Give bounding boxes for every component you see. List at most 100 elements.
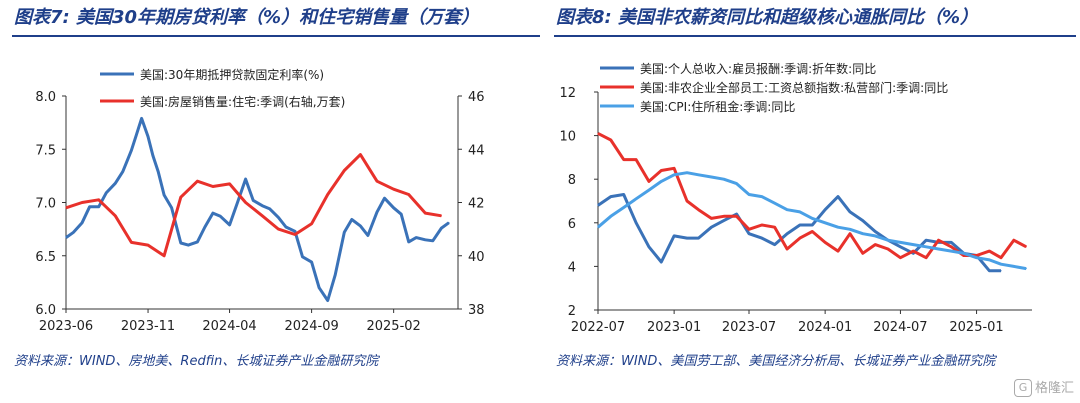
data-point xyxy=(383,197,386,199)
legend-label: 美国:CPI:住所租金:季调:同比 xyxy=(640,99,795,114)
data-point xyxy=(950,241,952,244)
data-point xyxy=(925,239,927,241)
data-point xyxy=(723,215,725,217)
x-tick-label: 2025-01 xyxy=(949,320,1003,335)
right-chart-title: 图表8: 美国非农薪资同比和超级核心通胀同比（%） xyxy=(556,7,979,28)
data-point xyxy=(673,235,675,237)
data-point xyxy=(597,132,599,135)
data-point xyxy=(147,244,149,246)
series-line xyxy=(65,153,442,258)
data-point xyxy=(318,287,320,289)
data-point xyxy=(152,155,154,157)
data-point xyxy=(648,180,650,182)
data-point xyxy=(937,239,940,241)
data-point xyxy=(294,230,296,232)
data-point xyxy=(862,220,864,222)
data-point xyxy=(245,201,247,204)
data-point xyxy=(912,250,914,252)
data-point xyxy=(697,209,700,211)
data-point xyxy=(1000,257,1002,259)
data-point xyxy=(799,211,801,213)
data-point xyxy=(1013,265,1015,267)
y-tick-label: 7.5 xyxy=(35,143,56,158)
data-point xyxy=(610,215,612,217)
data-point xyxy=(849,233,851,235)
data-point xyxy=(686,172,688,174)
data-point xyxy=(376,180,378,182)
data-point xyxy=(212,185,214,188)
data-point xyxy=(359,153,362,156)
y-tick-label: 8.0 xyxy=(35,90,56,105)
y2-tick-label: 38 xyxy=(468,303,485,318)
data-point xyxy=(837,250,839,252)
data-point xyxy=(196,180,198,182)
data-point xyxy=(748,193,750,196)
data-point xyxy=(862,252,864,254)
data-point xyxy=(874,230,876,233)
data-point xyxy=(351,218,353,221)
data-point xyxy=(660,261,662,263)
series-line xyxy=(65,116,450,302)
series-line xyxy=(597,171,1027,271)
data-point xyxy=(963,254,965,257)
y2-tick-label: 40 xyxy=(468,250,485,265)
data-point xyxy=(122,171,124,173)
data-point xyxy=(786,248,788,250)
data-point xyxy=(327,299,329,302)
data-point xyxy=(65,237,67,239)
data-point xyxy=(163,255,165,257)
series-line xyxy=(597,193,1001,273)
data-point xyxy=(393,207,395,209)
data-point xyxy=(597,226,599,228)
y2-tick-label: 42 xyxy=(468,197,485,212)
watermark-icon: G xyxy=(1013,379,1032,397)
data-point xyxy=(196,241,198,243)
x-tick-label: 2025-02 xyxy=(366,319,420,334)
data-point xyxy=(623,193,625,196)
data-point xyxy=(623,206,625,209)
data-point xyxy=(147,135,149,138)
data-point xyxy=(400,213,402,215)
data-point xyxy=(899,257,902,259)
data-point xyxy=(327,193,329,196)
data-point xyxy=(874,235,876,237)
y-tick-label: 2 xyxy=(568,304,576,319)
data-point xyxy=(440,227,442,229)
data-point xyxy=(269,208,271,210)
data-point xyxy=(1025,246,1027,248)
data-point xyxy=(311,223,313,225)
data-point xyxy=(228,224,231,226)
data-point xyxy=(367,234,369,237)
data-point xyxy=(786,209,788,211)
data-point xyxy=(180,242,182,244)
data-point xyxy=(774,226,776,228)
data-point xyxy=(261,215,263,217)
legend-label: 美国:房屋销售量:住宅:季调(右轴,万套) xyxy=(140,94,345,109)
data-point xyxy=(811,230,813,233)
data-point xyxy=(408,193,410,196)
data-point xyxy=(130,149,133,151)
data-point xyxy=(65,207,67,209)
data-point xyxy=(88,206,91,208)
data-point xyxy=(277,228,279,230)
data-point xyxy=(887,248,889,250)
data-point xyxy=(81,222,83,224)
data-point xyxy=(774,202,776,204)
data-point xyxy=(710,217,712,220)
legend-label: 美国:非农企业全部员工:工资总额指数:私营部门:季调:同比 xyxy=(640,80,948,95)
watermark-text: 格隆汇 xyxy=(1034,380,1074,396)
data-point xyxy=(648,189,650,191)
data-point xyxy=(648,246,650,248)
data-point xyxy=(988,250,990,252)
data-point xyxy=(786,233,788,235)
data-point xyxy=(448,222,450,224)
data-point xyxy=(343,169,345,172)
data-point xyxy=(359,225,362,227)
data-point xyxy=(408,241,410,243)
x-tick-label: 2023-07 xyxy=(722,320,776,335)
data-point xyxy=(862,233,864,235)
data-point xyxy=(597,204,599,206)
series-line xyxy=(597,132,1027,260)
data-point xyxy=(849,211,851,213)
data-point xyxy=(950,246,952,248)
